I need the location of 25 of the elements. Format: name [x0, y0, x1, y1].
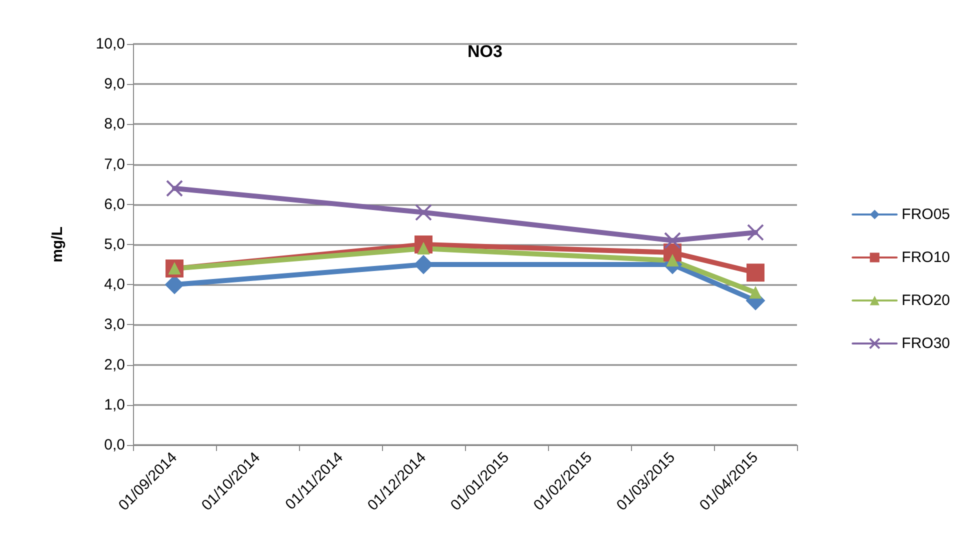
y-tick-label: 3,0 — [104, 316, 125, 334]
point — [414, 255, 433, 274]
point — [666, 254, 678, 267]
y-tick-label: 6,0 — [104, 196, 125, 213]
y-tick-label: 8,0 — [104, 116, 125, 133]
y-tick-label: 2,0 — [104, 356, 125, 374]
point — [664, 232, 681, 249]
chart-title: NO3 — [468, 42, 502, 61]
point — [747, 224, 764, 241]
y-tick-label: 0,0 — [104, 436, 125, 454]
point — [415, 204, 432, 221]
y-tick-label: 4,0 — [104, 276, 125, 294]
y-tick-label: 7,0 — [104, 156, 125, 173]
point — [746, 264, 764, 282]
y-tick-label: 1,0 — [104, 396, 125, 414]
legend-label: FRO10 — [902, 249, 950, 266]
point — [750, 286, 762, 299]
legend-label: FRO20 — [902, 292, 950, 309]
point — [166, 180, 183, 197]
y-tick-label: 10,0 — [96, 36, 125, 52]
legend-label: FRO05 — [902, 206, 950, 223]
legend-label: FRO30 — [902, 335, 950, 352]
y-axis-title: mg/L — [49, 226, 66, 262]
y-tick-label: 9,0 — [104, 76, 125, 93]
y-tick-label: 5,0 — [104, 236, 125, 253]
